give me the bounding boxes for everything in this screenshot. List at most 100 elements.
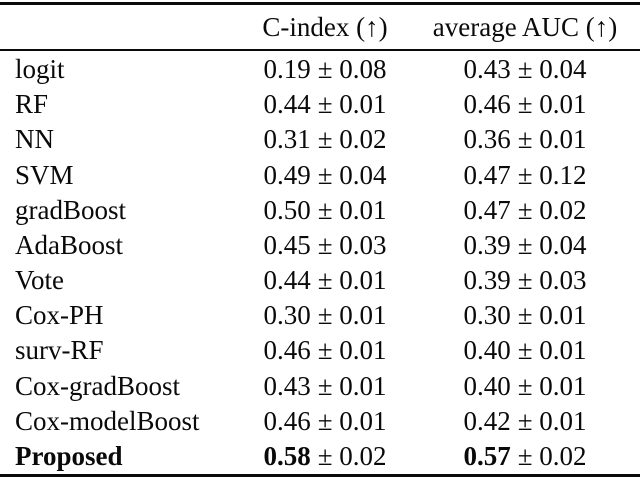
auc-cell: 0.46 ± 0.01 (410, 89, 640, 120)
table-row: Cox-PH 0.30 ± 0.01 0.30 ± 0.01 (0, 298, 640, 333)
auc-cell: 0.47 ± 0.02 (410, 195, 640, 226)
auc-value: 0.36 (463, 124, 511, 155)
auc-error: ± 0.01 (517, 335, 587, 366)
auc-cell: 0.42 ± 0.01 (410, 406, 640, 437)
c-index-error: ± 0.01 (317, 370, 387, 401)
table-row: gradBoost 0.50 ± 0.01 0.47 ± 0.02 (0, 193, 640, 228)
auc-error: ± 0.04 (517, 54, 587, 85)
method-label: AdaBoost (15, 229, 123, 260)
c-index-error: ± 0.08 (317, 54, 387, 85)
table-mid-rule (0, 49, 640, 51)
c-index-error: ± 0.01 (317, 300, 387, 331)
auc-cell: 0.30 ± 0.01 (410, 300, 640, 331)
auc-value: 0.57 (463, 440, 511, 471)
auc-error: ± 0.12 (517, 159, 587, 190)
method-label: surv-RF (15, 335, 104, 366)
c-index-value: 0.19 (263, 54, 311, 85)
auc-cell: 0.40 ± 0.01 (410, 371, 640, 402)
c-index-cell: 0.43 ± 0.01 (240, 371, 410, 402)
auc-value: 0.46 (463, 89, 511, 120)
table-row: SVM 0.49 ± 0.04 0.47 ± 0.12 (0, 158, 640, 193)
method-label: NN (15, 124, 54, 155)
header-average-auc: average AUC (↑) (432, 11, 618, 42)
auc-value: 0.43 (463, 54, 511, 85)
table-row: NN 0.31 ± 0.02 0.36 ± 0.01 (0, 122, 640, 157)
table-body: logit 0.19 ± 0.08 0.43 ± 0.04 RF 0.44 ± 0.0… (0, 52, 640, 474)
table-row: Cox-modelBoost 0.46 ± 0.01 0.42 ± 0.01 (0, 404, 640, 439)
c-index-cell: 0.49 ± 0.04 (240, 160, 410, 191)
c-index-cell: 0.44 ± 0.01 (240, 89, 410, 120)
c-index-value: 0.49 (263, 159, 311, 190)
method-label: logit (15, 54, 65, 85)
auc-cell: 0.47 ± 0.12 (410, 160, 640, 191)
method-label: Cox-PH (15, 300, 104, 331)
c-index-value: 0.45 (263, 229, 311, 260)
auc-value: 0.30 (463, 300, 511, 331)
auc-cell: 0.40 ± 0.01 (410, 335, 640, 366)
auc-error: ± 0.01 (517, 89, 587, 120)
auc-error: ± 0.01 (517, 405, 587, 436)
method-label: Cox-modelBoost (15, 405, 200, 436)
auc-error: ± 0.02 (517, 194, 587, 225)
auc-value: 0.40 (463, 335, 511, 366)
c-index-error: ± 0.04 (317, 159, 387, 190)
c-index-error: ± 0.03 (317, 229, 387, 260)
table-header-row: C-index (↑) average AUC (↑) (0, 5, 640, 49)
auc-value: 0.42 (463, 405, 511, 436)
table-row: logit 0.19 ± 0.08 0.43 ± 0.04 (0, 52, 640, 87)
auc-error: ± 0.01 (517, 300, 587, 331)
method-label: Proposed (15, 440, 123, 471)
table-row: AdaBoost 0.45 ± 0.03 0.39 ± 0.04 (0, 228, 640, 263)
c-index-cell: 0.58 ± 0.02 (240, 441, 410, 472)
auc-value: 0.47 (463, 194, 511, 225)
auc-value: 0.40 (463, 370, 511, 401)
method-label: RF (15, 89, 49, 120)
auc-value: 0.39 (463, 229, 511, 260)
c-index-error: ± 0.02 (317, 440, 387, 471)
auc-error: ± 0.01 (517, 370, 587, 401)
auc-cell: 0.36 ± 0.01 (410, 124, 640, 155)
c-index-value: 0.43 (263, 370, 311, 401)
auc-cell: 0.39 ± 0.04 (410, 230, 640, 261)
c-index-cell: 0.45 ± 0.03 (240, 230, 410, 261)
method-label: gradBoost (15, 194, 126, 225)
auc-cell: 0.57 ± 0.02 (410, 441, 640, 472)
c-index-value: 0.44 (263, 265, 311, 296)
auc-error: ± 0.03 (517, 265, 587, 296)
table-row: surv-RF 0.46 ± 0.01 0.40 ± 0.01 (0, 333, 640, 368)
c-index-value: 0.44 (263, 89, 311, 120)
c-index-error: ± 0.01 (317, 265, 387, 296)
c-index-error: ± 0.01 (317, 89, 387, 120)
table-top-rule (0, 2, 640, 5)
c-index-error: ± 0.01 (317, 194, 387, 225)
c-index-error: ± 0.01 (317, 405, 387, 436)
method-label: Cox-gradBoost (15, 370, 180, 401)
auc-error: ± 0.01 (517, 124, 587, 155)
c-index-error: ± 0.02 (317, 124, 387, 155)
auc-value: 0.47 (463, 159, 511, 190)
c-index-cell: 0.30 ± 0.01 (240, 300, 410, 331)
table-row: RF 0.44 ± 0.01 0.46 ± 0.01 (0, 87, 640, 122)
table-row: Proposed 0.58 ± 0.02 0.57 ± 0.02 (0, 439, 640, 474)
method-label: Vote (15, 265, 65, 296)
c-index-cell: 0.46 ± 0.01 (240, 406, 410, 437)
auc-cell: 0.43 ± 0.04 (410, 54, 640, 85)
c-index-value: 0.31 (263, 124, 311, 155)
c-index-value: 0.50 (263, 194, 311, 225)
auc-error: ± 0.04 (517, 229, 587, 260)
table-bottom-rule (0, 474, 640, 477)
c-index-value: 0.58 (263, 440, 311, 471)
c-index-cell: 0.50 ± 0.01 (240, 195, 410, 226)
auc-value: 0.39 (463, 265, 511, 296)
method-label: SVM (15, 159, 74, 190)
auc-error: ± 0.02 (517, 440, 587, 471)
c-index-cell: 0.44 ± 0.01 (240, 265, 410, 296)
c-index-cell: 0.46 ± 0.01 (240, 335, 410, 366)
c-index-value: 0.30 (263, 300, 311, 331)
c-index-value: 0.46 (263, 335, 311, 366)
table-row: Cox-gradBoost 0.43 ± 0.01 0.40 ± 0.01 (0, 369, 640, 404)
header-c-index: C-index (↑) (262, 11, 388, 42)
c-index-cell: 0.19 ± 0.08 (240, 54, 410, 85)
auc-cell: 0.39 ± 0.03 (410, 265, 640, 296)
